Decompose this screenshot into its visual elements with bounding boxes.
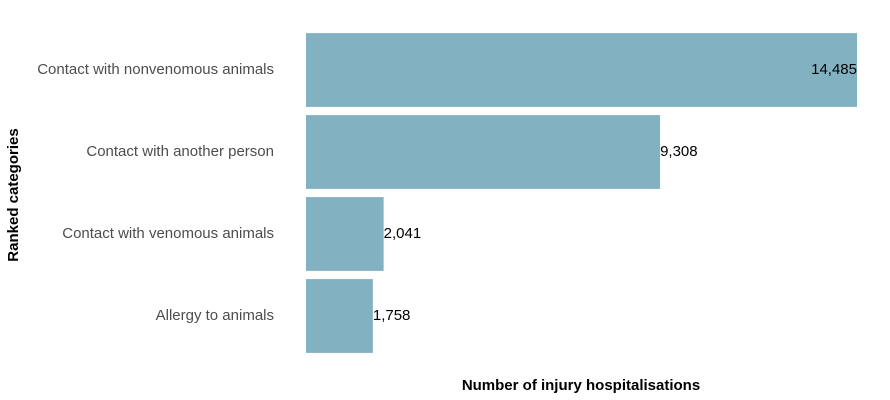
y-tick-label: Contact with venomous animals xyxy=(62,225,274,242)
bar xyxy=(306,33,857,107)
value-label: 1,758 xyxy=(373,307,411,324)
y-tick-label: Contact with nonvenomous animals xyxy=(37,61,274,78)
y-tick-label: Allergy to animals xyxy=(156,307,274,324)
bar xyxy=(306,197,384,271)
value-label: 14,485 xyxy=(811,61,857,78)
bar xyxy=(306,115,661,189)
bar xyxy=(306,279,373,353)
y-tick-label: Contact with another person xyxy=(86,143,274,160)
value-label: 2,041 xyxy=(384,225,422,242)
y-axis-title: Ranked categories xyxy=(5,128,22,261)
x-axis-title: Number of injury hospitalisations xyxy=(462,377,700,394)
value-label: 9,308 xyxy=(660,143,698,160)
